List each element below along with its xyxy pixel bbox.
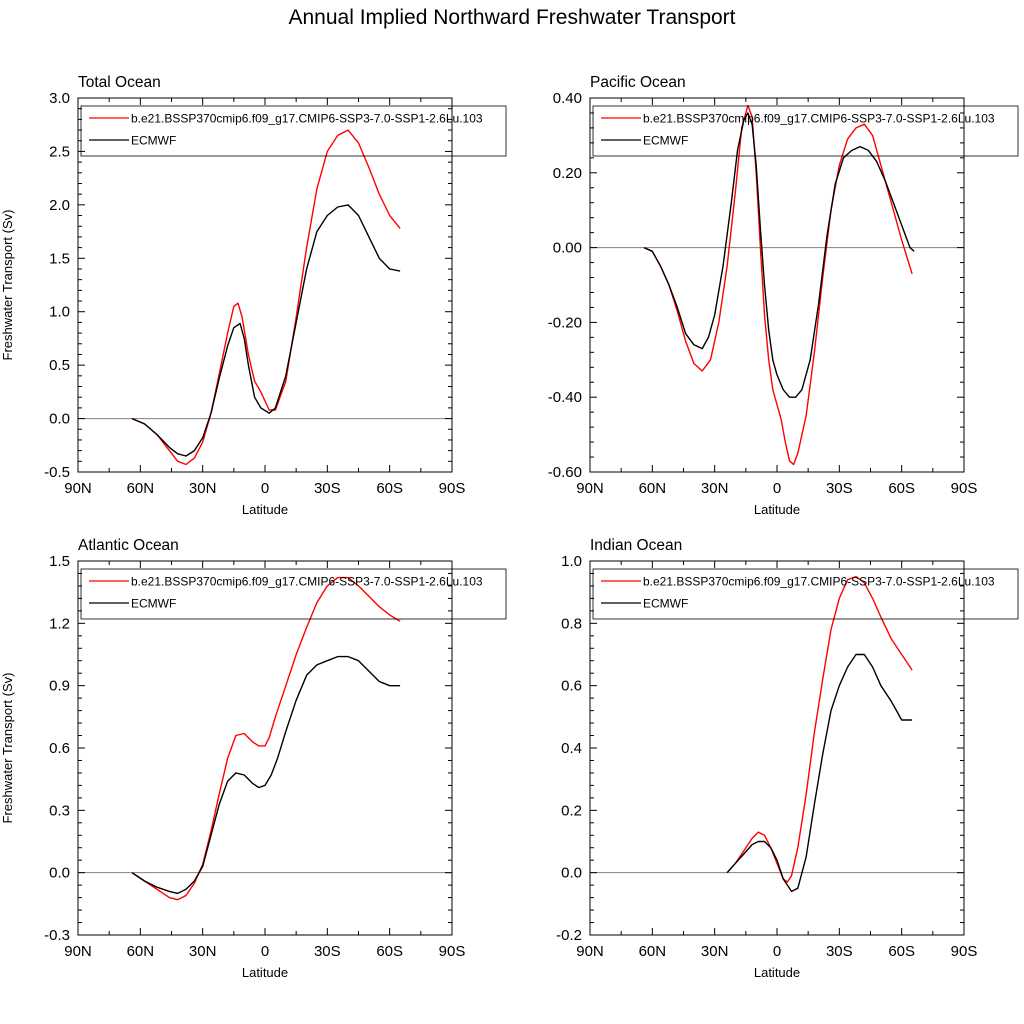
y-axis-label: Freshwater Transport (Sv) bbox=[0, 210, 15, 361]
y-tick-label: 2.5 bbox=[49, 143, 70, 160]
x-tick-label: 30S bbox=[826, 943, 853, 960]
panel-title: Total Ocean bbox=[78, 74, 161, 91]
legend-label: ECMWF bbox=[131, 134, 176, 148]
y-tick-label: 2.0 bbox=[49, 197, 70, 214]
y-tick-label: 1.5 bbox=[49, 553, 70, 570]
y-tick-label: 0.5 bbox=[49, 357, 70, 374]
legend-label: b.e21.BSSP370cmip6.f09_g17.CMIP6-SSP3-7.… bbox=[643, 575, 995, 589]
panel-title: Pacific Ocean bbox=[590, 74, 686, 91]
legend-box bbox=[592, 568, 1019, 620]
y-tick-label: 0.3 bbox=[49, 802, 70, 819]
panel-1: 90N 60N 30N 0 30S 60S 90S -0.60 -0.40 -0.20 0.00 0.… bbox=[548, 74, 1019, 517]
y-tick-label: 1.0 bbox=[49, 304, 70, 321]
y-tick-label: 0.8 bbox=[561, 615, 582, 632]
y-tick-label: -0.20 bbox=[548, 314, 582, 331]
legend-label: ECMWF bbox=[643, 597, 688, 611]
legend: b.e21.BSSP370cmip6.f09_g17.CMIP6-SSP3-7.… bbox=[592, 105, 1019, 157]
x-tick-label: 60S bbox=[376, 943, 403, 960]
legend: b.e21.BSSP370cmip6.f09_g17.CMIP6-SSP3-7.… bbox=[80, 105, 507, 157]
x-tick-label: 30N bbox=[701, 943, 729, 960]
x-tick-label: 30N bbox=[189, 943, 217, 960]
y-tick-label: 0.4 bbox=[561, 740, 582, 757]
legend-box bbox=[592, 105, 1019, 157]
x-tick-label: 30S bbox=[314, 480, 341, 497]
x-tick-label: 60S bbox=[888, 480, 915, 497]
y-tick-label: 0.6 bbox=[49, 740, 70, 757]
y-tick-label: -0.3 bbox=[44, 927, 70, 944]
series-line-ecmwf bbox=[726, 653, 913, 893]
legend-label: b.e21.BSSP370cmip6.f09_g17.CMIP6-SSP3-7.… bbox=[131, 112, 483, 126]
x-tick-label: 0 bbox=[261, 480, 269, 497]
y-tick-label: 0.9 bbox=[49, 678, 70, 695]
y-tick-label: -0.40 bbox=[548, 389, 582, 406]
y-tick-label: 1.2 bbox=[49, 615, 70, 632]
y-tick-label: 0.2 bbox=[561, 802, 582, 819]
y-tick-label: 0.0 bbox=[49, 411, 70, 428]
x-tick-label: 90S bbox=[439, 943, 466, 960]
y-tick-label: 3.0 bbox=[49, 90, 70, 107]
x-tick-label: 30S bbox=[826, 480, 853, 497]
y-tick-label: 1.5 bbox=[49, 250, 70, 267]
x-tick-label: 90S bbox=[439, 480, 466, 497]
y-tick-label: 0.0 bbox=[561, 865, 582, 882]
x-axis-label: Latitude bbox=[754, 502, 800, 517]
x-axis-label: Latitude bbox=[242, 502, 288, 517]
x-tick-label: 90N bbox=[576, 480, 604, 497]
x-tick-label: 90N bbox=[64, 943, 92, 960]
series-line-ecmwf bbox=[131, 655, 401, 895]
x-tick-label: 90S bbox=[951, 943, 978, 960]
x-tick-label: 90N bbox=[576, 943, 604, 960]
y-tick-label: 0.6 bbox=[561, 678, 582, 695]
panel-3: 90N 60N 30N 0 30S 60S 90S -0.2 0.0 0.2 0.4 0.6 0.8 1.… bbox=[556, 537, 1019, 980]
y-tick-label: -0.60 bbox=[548, 464, 582, 481]
x-tick-label: 60S bbox=[376, 480, 403, 497]
y-tick-label: 0.40 bbox=[553, 90, 582, 107]
x-tick-label: 90N bbox=[64, 480, 92, 497]
panel-0: 90N 60N 30N 0 30S 60S 90S -0.5 0.0 0.5 1.0 1.5 2.0 2.… bbox=[0, 74, 507, 517]
figure-title: Annual Implied Northward Freshwater Tran… bbox=[288, 6, 736, 29]
y-tick-label: -0.2 bbox=[556, 927, 582, 944]
y-tick-label: 0.20 bbox=[553, 165, 582, 182]
x-tick-label: 0 bbox=[261, 943, 269, 960]
series-line-ecmwf bbox=[131, 204, 401, 457]
legend-box bbox=[80, 568, 507, 620]
x-tick-label: 0 bbox=[773, 480, 781, 497]
y-tick-label: 0.0 bbox=[49, 865, 70, 882]
panel-title: Atlantic Ocean bbox=[78, 537, 179, 554]
x-tick-label: 90S bbox=[951, 480, 978, 497]
series-line-model bbox=[643, 104, 913, 466]
legend-label: ECMWF bbox=[131, 597, 176, 611]
x-tick-label: 60N bbox=[639, 943, 667, 960]
panel-2: 90N 60N 30N 0 30S 60S 90S -0.3 0.0 0.3 0.6 0.9 1.2 1.… bbox=[0, 537, 507, 980]
legend: b.e21.BSSP370cmip6.f09_g17.CMIP6-SSP3-7.… bbox=[592, 568, 1019, 620]
series-line-model bbox=[726, 575, 913, 883]
x-tick-label: 30N bbox=[189, 480, 217, 497]
y-tick-label: -0.5 bbox=[44, 464, 70, 481]
panel-title: Indian Ocean bbox=[590, 537, 682, 554]
x-tick-label: 30N bbox=[701, 480, 729, 497]
x-tick-label: 0 bbox=[773, 943, 781, 960]
legend-label: b.e21.BSSP370cmip6.f09_g17.CMIP6-SSP3-7.… bbox=[643, 112, 995, 126]
series-line-model bbox=[131, 129, 401, 466]
y-axis-label: Freshwater Transport (Sv) bbox=[0, 673, 15, 824]
x-tick-label: 60N bbox=[127, 943, 155, 960]
x-axis-label: Latitude bbox=[754, 965, 800, 980]
legend: b.e21.BSSP370cmip6.f09_g17.CMIP6-SSP3-7.… bbox=[80, 568, 507, 620]
x-tick-label: 60N bbox=[127, 480, 155, 497]
x-tick-label: 30S bbox=[314, 943, 341, 960]
legend-label: b.e21.BSSP370cmip6.f09_g17.CMIP6-SSP3-7.… bbox=[131, 575, 483, 589]
series-line-ecmwf bbox=[643, 112, 915, 398]
y-tick-label: 1.0 bbox=[561, 553, 582, 570]
legend-box bbox=[80, 105, 507, 157]
x-tick-label: 60S bbox=[888, 943, 915, 960]
series-line-model bbox=[131, 576, 401, 901]
y-tick-label: 0.00 bbox=[553, 240, 582, 257]
x-tick-label: 60N bbox=[639, 480, 667, 497]
x-axis-label: Latitude bbox=[242, 965, 288, 980]
legend-label: ECMWF bbox=[643, 134, 688, 148]
